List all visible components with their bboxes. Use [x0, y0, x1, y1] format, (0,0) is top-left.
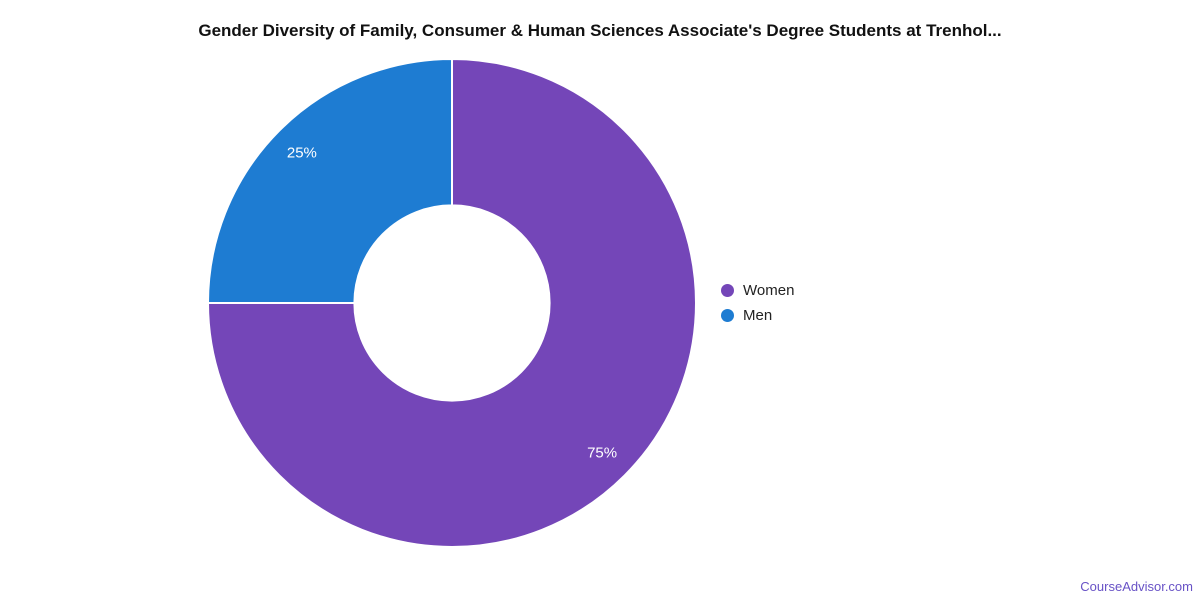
slice-label-men: 25%	[287, 144, 317, 161]
legend-item-men[interactable]: Men	[721, 303, 794, 328]
slice-men[interactable]	[207, 58, 453, 304]
legend-swatch-men-icon	[721, 309, 734, 322]
donut-chart: 75% 25%	[207, 58, 697, 548]
slice-women[interactable]	[207, 58, 697, 548]
slice-label-women: 75%	[587, 445, 617, 462]
legend: Women Men	[721, 278, 794, 328]
chart-title: Gender Diversity of Family, Consumer & H…	[198, 21, 1002, 40]
legend-label-men: Men	[743, 307, 773, 324]
footer-link[interactable]: CourseAdvisor.com	[1080, 579, 1193, 594]
legend-item-women[interactable]: Women	[721, 278, 794, 303]
legend-label-women: Women	[743, 282, 795, 299]
legend-swatch-women-icon	[721, 284, 734, 297]
